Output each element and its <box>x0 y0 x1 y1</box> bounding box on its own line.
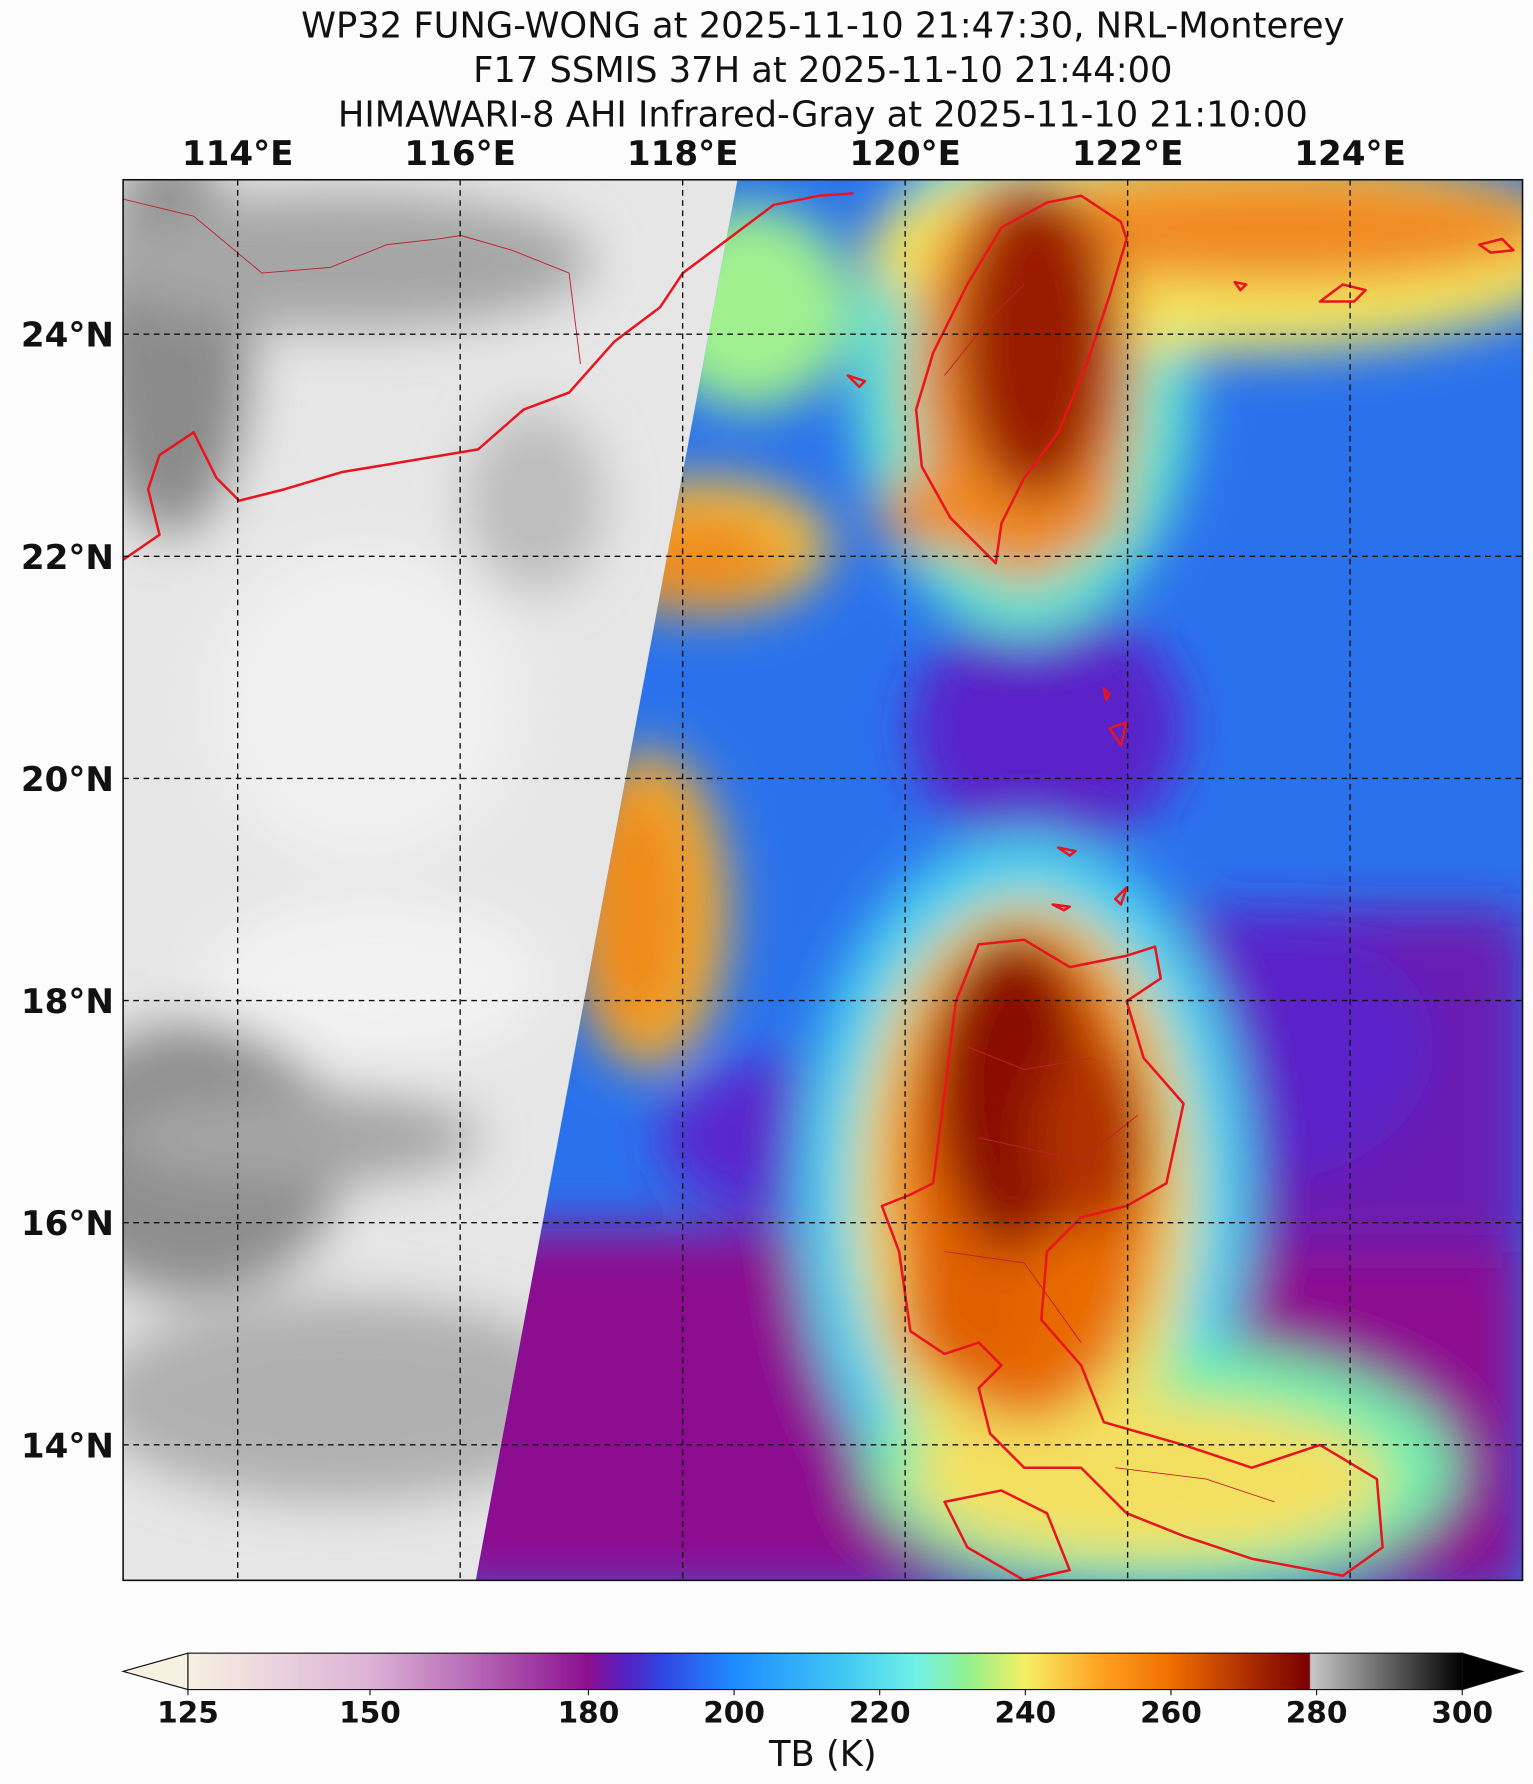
title-line: WP32 FUNG-WONG at 2025-11-10 21:47:30, N… <box>301 6 1344 47</box>
colorbar-tick-label: 280 <box>1286 1696 1348 1730</box>
colorbar-extend-low <box>120 1652 189 1691</box>
graticule: 114°E 116°E 118°E 120°E 122°E 124°E 14°N 16°N 18… <box>21 134 1523 1581</box>
y-tick-label: 22°N <box>21 538 114 578</box>
y-tick-label: 24°N <box>21 316 114 356</box>
y-tick-label: 20°N <box>21 760 114 800</box>
microwave-image <box>475 179 1523 1581</box>
y-tick-label: 18°N <box>21 982 114 1022</box>
colorbar-tick-label: 220 <box>849 1696 911 1730</box>
x-tick-label: 118°E <box>627 134 739 174</box>
map-frame <box>122 178 1524 1582</box>
map-image <box>123 179 1523 1581</box>
colorbar-tick-label: 150 <box>339 1696 401 1730</box>
colorbar-tick-label: 240 <box>994 1696 1056 1730</box>
colorbar-gradient <box>187 1652 1463 1691</box>
y-tick-label: 16°N <box>21 1204 114 1244</box>
colorbar: 125 150 180 200 220 240 260 280 300 TB (K) <box>120 1652 1525 1775</box>
title-block: WP32 FUNG-WONG at 2025-11-10 21:47:30, N… <box>301 6 1344 136</box>
x-tick-label: 120°E <box>849 134 961 174</box>
colorbar-tick-label: 200 <box>703 1696 765 1730</box>
y-tick-label: 14°N <box>21 1426 114 1466</box>
colorbar-label: TB (K) <box>768 1734 877 1775</box>
x-tick-label: 116°E <box>404 134 516 174</box>
x-tick-label: 124°E <box>1294 134 1406 174</box>
title-line: HIMAWARI-8 AHI Infrared-Gray at 2025-11-… <box>338 94 1308 135</box>
x-tick-label: 114°E <box>182 134 294 174</box>
colorbar-tick-label: 260 <box>1140 1696 1202 1730</box>
colorbar-tick-label: 300 <box>1431 1696 1493 1730</box>
title-line: F17 SSMIS 37H at 2025-11-10 21:44:00 <box>473 50 1172 91</box>
x-tick-label: 122°E <box>1072 134 1184 174</box>
colorbar-tick-label: 180 <box>558 1696 620 1730</box>
colorbar-tick-label: 125 <box>157 1696 219 1730</box>
colorbar-extend-high <box>1461 1652 1525 1691</box>
